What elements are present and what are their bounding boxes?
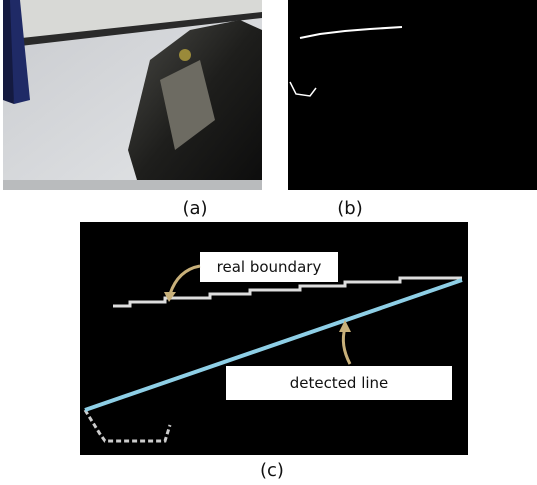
page: (a) (b) real boundary detected line (c) … (0, 0, 537, 485)
panel-label: (b) (337, 198, 362, 219)
panel-label: (c) (260, 460, 284, 481)
annotation: real boundary (217, 258, 322, 276)
edge-panel (288, 0, 537, 190)
panel-label: (a) (182, 198, 207, 219)
zoom-panel: real boundary detected line (80, 222, 468, 455)
figure: (a) (b) real boundary detected line (c) (0, 0, 537, 485)
photo-panel (3, 0, 262, 190)
annotation: detected line (290, 374, 389, 392)
